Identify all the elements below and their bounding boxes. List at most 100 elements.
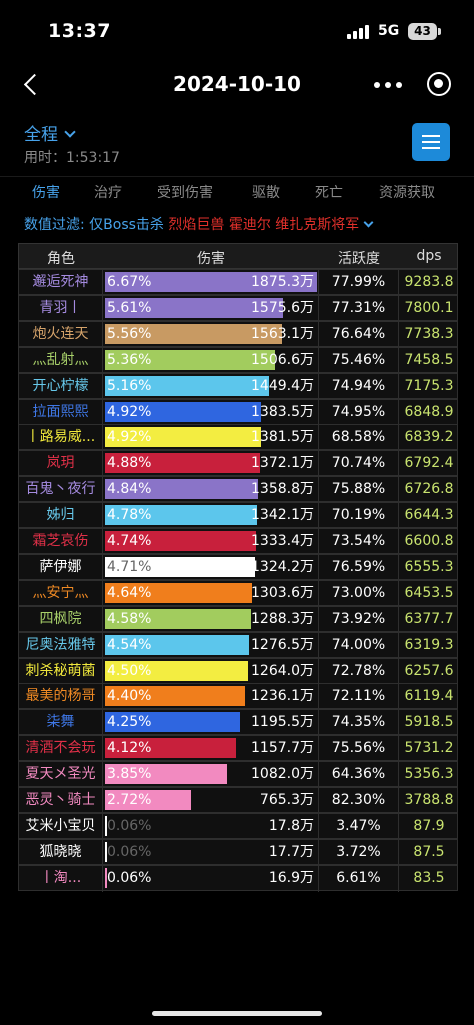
header-dps[interactable]: dps <box>416 248 442 264</box>
dps-cell: 87.9 <box>413 817 445 834</box>
damage-cell: 4.40% 1236.1万 <box>103 684 319 711</box>
dps-cell: 6792.4 <box>404 455 454 472</box>
tab-deaths[interactable]: 死亡 <box>315 185 343 201</box>
damage-amount: 1358.8万 <box>251 481 314 498</box>
table-row[interactable]: 清酒不会玩 4.12% 1157.7万 75.56% 5731.2 <box>18 735 458 763</box>
filter-value: 仅Boss击杀 <box>89 217 164 233</box>
damage-bar <box>105 531 256 551</box>
table-row[interactable]: 柒舞 4.25% 1195.5万 74.35% 5918.5 <box>18 709 458 737</box>
close-target-icon[interactable] <box>427 72 451 96</box>
dps-cell: 3788.8 <box>404 792 454 808</box>
dps-cell: 6600.8 <box>404 533 454 549</box>
table-row[interactable]: 百鬼丶夜行 4.84% 1358.8万 75.88% 6726.8 <box>18 476 458 504</box>
damage-amount: 16.9万 <box>268 869 314 886</box>
tab-damage-taken[interactable]: 受到伤害 <box>157 185 213 201</box>
player-name: 夏天メ圣光 <box>19 762 103 789</box>
damage-amount: 1449.4万 <box>251 377 314 394</box>
damage-cell: 5.16% 1449.4万 <box>103 373 319 400</box>
damage-cell: 0.06% 17.8万 <box>103 813 319 840</box>
damage-amount: 17.7万 <box>268 843 314 860</box>
damage-cell: 4.12% 1157.7万 <box>103 736 319 763</box>
table-row[interactable]: 炮火连天 5.56% 1563.1万 76.64% 7738.3 <box>18 320 458 348</box>
damage-bar <box>105 738 236 759</box>
player-name: 开心柠檬 <box>19 373 103 400</box>
damage-amount: 1236.1万 <box>251 688 314 705</box>
damage-percent: 4.40% <box>107 688 152 705</box>
table-row[interactable]: 狐晓晓 0.06% 17.7万 3.72% 87.5 <box>18 838 458 866</box>
table-row[interactable]: 丨路易威... 4.92% 1381.5万 68.58% 6839.2 <box>18 424 458 452</box>
header-damage[interactable]: 伤害 <box>197 251 225 267</box>
table-row[interactable]: 霜芝哀伤 4.74% 1333.4万 73.54% 6600.8 <box>18 528 458 555</box>
player-name: 姊归 <box>19 503 103 530</box>
player-name: 青羽丨 <box>19 295 103 322</box>
tab-healing[interactable]: 治疗 <box>94 185 122 201</box>
table-row[interactable]: 四枫院 4.58% 1288.3万 73.92% 6377.7 <box>18 605 458 633</box>
activity-cell: 73.00% <box>319 580 399 607</box>
table-row[interactable]: 邂逅死神 6.67% 1875.3万 77.99% 9283.8 <box>18 269 458 296</box>
chevron-down-icon <box>64 126 76 138</box>
table-row[interactable]: 灬乱射灬 5.36% 1506.6万 75.46% 7458.5 <box>18 346 458 374</box>
damage-bar <box>105 323 282 344</box>
table-row[interactable]: 灬安宁灬 4.64% 1303.6万 73.00% 6453.5 <box>18 579 458 607</box>
table-row[interactable]: 尼奥法雅特 4.54% 1276.5万 74.00% 6319.3 <box>18 631 458 659</box>
table-row[interactable]: 刺杀秘萌菌 4.50% 1264.0万 72.78% 6257.6 <box>18 657 458 685</box>
damage-bar <box>105 272 317 292</box>
damage-percent: 4.50% <box>107 662 152 679</box>
activity-cell: 74.95% <box>319 399 399 426</box>
table-row[interactable]: 丨淘... 0.06% 16.9万 6.61% 83.5 <box>18 864 458 892</box>
damage-percent: 2.72% <box>107 792 152 808</box>
filter-targets: 烈焰巨兽 霍迪尔 维扎克斯将军 <box>168 217 360 233</box>
dps-cell: 6119.4 <box>404 688 454 705</box>
table-row[interactable]: 恶灵丶骑士 2.72% 765.3万 82.30% 3788.8 <box>18 787 458 814</box>
table-row[interactable]: 青羽丨 5.61% 1575.6万 77.31% 7800.1 <box>18 294 458 322</box>
activity-cell: 73.54% <box>319 529 399 555</box>
table-row[interactable]: 夏天メ圣光 3.85% 1082.0万 64.36% 5356.3 <box>18 761 458 789</box>
chevron-down-icon <box>363 217 374 228</box>
player-name: 尼奥法雅特 <box>19 632 103 659</box>
tab-dispel[interactable]: 驱散 <box>252 185 280 201</box>
damage-bar <box>105 815 107 836</box>
table-row[interactable]: 艾米小宝贝 0.06% 17.8万 3.47% 87.9 <box>18 812 458 840</box>
damage-amount: 1333.4万 <box>251 533 314 549</box>
damage-bar <box>105 764 227 785</box>
activity-cell: 73.92% <box>319 606 399 633</box>
battery-icon: 43 <box>408 23 441 40</box>
activity-cell: 77.99% <box>319 270 399 296</box>
player-name: 邂逅死神 <box>19 270 103 296</box>
damage-amount: 765.3万 <box>259 792 314 808</box>
more-icon[interactable] <box>374 82 404 90</box>
player-name: 丨淘... <box>19 865 103 892</box>
activity-cell: 74.35% <box>319 710 399 737</box>
table-row[interactable]: 最美的杨哥 4.40% 1236.1万 72.11% 6119.4 <box>18 683 458 711</box>
table-row[interactable]: 萨伊娜 4.71% 1324.2万 76.59% 6555.3 <box>18 553 458 581</box>
table-row[interactable]: 拉面熙熙 4.92% 1383.5万 74.95% 6848.9 <box>18 398 458 426</box>
damage-percent: 3.85% <box>107 766 152 783</box>
damage-percent: 0.06% <box>107 843 152 860</box>
dps-cell: 87.5 <box>413 843 445 860</box>
damage-amount: 1383.5万 <box>251 403 314 420</box>
table-row[interactable]: 开心柠檬 5.16% 1449.4万 74.94% 7175.3 <box>18 372 458 400</box>
damage-bar <box>105 297 283 318</box>
table-header: 角色 伤害 活跃度 dps <box>18 243 458 269</box>
damage-bar <box>105 841 107 862</box>
phase-selector[interactable]: 全程 <box>24 120 76 145</box>
tab-resources[interactable]: 资源获取 <box>379 185 435 201</box>
tab-damage[interactable]: 伤害 <box>32 185 60 201</box>
damage-cell: 4.92% 1381.5万 <box>103 425 319 452</box>
damage-cell: 4.74% 1333.4万 <box>103 529 319 555</box>
dps-cell: 5731.2 <box>404 740 454 757</box>
damage-percent: 4.84% <box>107 481 152 498</box>
damage-amount: 1324.2万 <box>251 558 314 575</box>
damage-cell: 0.06% 17.7万 <box>103 839 319 866</box>
damage-cell: 4.25% 1195.5万 <box>103 710 319 737</box>
damage-bar <box>105 712 240 733</box>
damage-cell: 5.36% 1506.6万 <box>103 347 319 374</box>
value-filter[interactable]: 数值过滤: 仅Boss击杀 烈焰巨兽 霍迪尔 维扎克斯将军 <box>24 214 374 234</box>
menu-button[interactable] <box>412 123 450 161</box>
damage-amount: 1264.0万 <box>251 662 314 679</box>
header-activity[interactable]: 活跃度 <box>338 251 380 267</box>
damage-percent: 6.67% <box>107 274 152 290</box>
table-row[interactable]: 岚玥 4.88% 1372.1万 70.74% 6792.4 <box>18 450 458 478</box>
table-row[interactable]: 姊归 4.78% 1342.1万 70.19% 6644.3 <box>18 502 458 530</box>
header-role[interactable]: 角色 <box>47 251 75 267</box>
